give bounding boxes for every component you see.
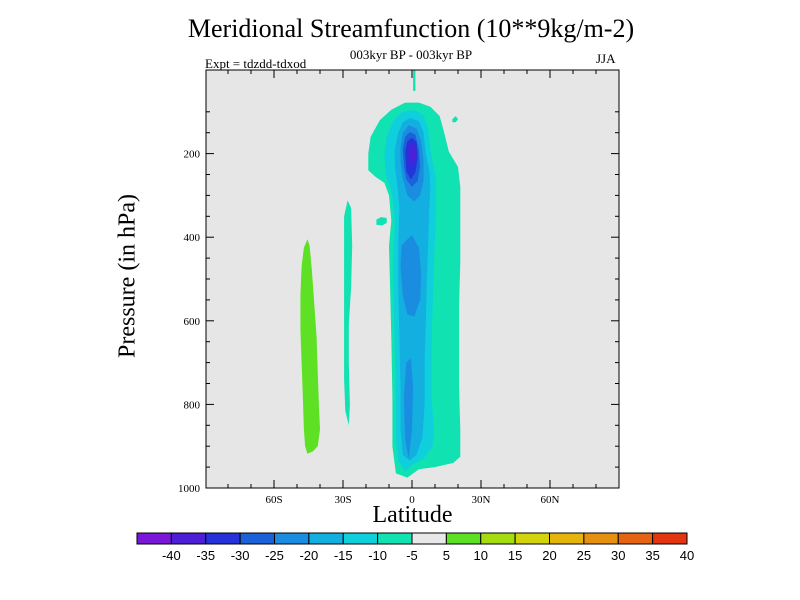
x-tick-label: 60S <box>265 494 282 506</box>
colorbar-label: 40 <box>680 548 694 563</box>
colorbar-swatch <box>308 532 344 545</box>
colorbar-label: 15 <box>508 548 522 563</box>
y-tick-label: 400 <box>184 232 201 244</box>
colorbar-label: 35 <box>645 548 659 563</box>
colorbar-label: -10 <box>368 548 387 563</box>
contour-regions <box>300 70 461 478</box>
colorbar-swatch <box>583 532 619 545</box>
colorbar-swatch <box>170 532 207 545</box>
colorbar-label: 5 <box>443 548 450 563</box>
contour-region-13 <box>408 143 416 167</box>
x-axis-label: Latitude <box>372 502 453 528</box>
contour-region-9 <box>400 235 422 317</box>
colorbar-label: 20 <box>542 548 556 563</box>
contour-region-3 <box>452 116 458 123</box>
x-tick-label: 30N <box>472 494 491 506</box>
contour-region-4 <box>413 70 416 91</box>
colorbar-swatch <box>617 532 654 545</box>
colorbar-label: -35 <box>196 548 215 563</box>
y-tick-label: 800 <box>184 399 201 411</box>
colorbar-swatch <box>549 532 585 545</box>
colorbar-label: -25 <box>265 548 284 563</box>
x-tick-label: 0 <box>409 494 415 506</box>
contour-region-2 <box>376 217 387 226</box>
colorbar-swatch <box>411 532 447 545</box>
chart-subtitle: 003kyr BP - 003kyr BP <box>349 47 473 62</box>
colorbar-swatch <box>445 532 482 545</box>
colorbar-swatch <box>136 532 172 545</box>
experiment-label: Expt = tdzdd-tdxod <box>205 56 307 71</box>
colorbar-swatch <box>514 532 550 545</box>
colorbar-swatch <box>205 532 241 545</box>
x-tick-label: 30S <box>334 494 351 506</box>
colorbar-label: -15 <box>334 548 353 563</box>
colorbar-label: -40 <box>162 548 181 563</box>
colorbar-label: -5 <box>406 548 418 563</box>
colorbar-label: 10 <box>474 548 488 563</box>
colorbar: -40 -35 -30 -25 -20 -15 -10 -5 5 10 15 20 25 30 35 40 <box>136 532 694 563</box>
colorbar-swatch <box>652 532 688 545</box>
colorbar-swatch <box>239 532 275 545</box>
y-tick-label: 600 <box>184 316 201 328</box>
axis-ticks: 60S 30S 0 30N 60N 200 400 600 800 1000 <box>178 70 619 506</box>
chart-title: Meridional Streamfunction (10**9kg/m-2) <box>187 14 635 43</box>
x-tick-label: 60N <box>541 494 560 506</box>
colorbar-label: 25 <box>577 548 591 563</box>
colorbar-swatch <box>480 532 516 545</box>
colorbar-swatch <box>342 532 379 545</box>
colorbar-label: -20 <box>299 548 318 563</box>
contour-region-1 <box>344 200 353 426</box>
season-label: JJA <box>596 51 616 66</box>
y-tick-label: 1000 <box>178 483 201 495</box>
colorbar-label: -30 <box>231 548 250 563</box>
contour-region-0 <box>300 239 320 454</box>
colorbar-swatch <box>377 532 413 545</box>
y-tick-label: 200 <box>184 149 201 161</box>
colorbar-swatch <box>274 532 310 545</box>
colorbar-label: 30 <box>611 548 625 563</box>
contour-region-10 <box>403 358 414 459</box>
